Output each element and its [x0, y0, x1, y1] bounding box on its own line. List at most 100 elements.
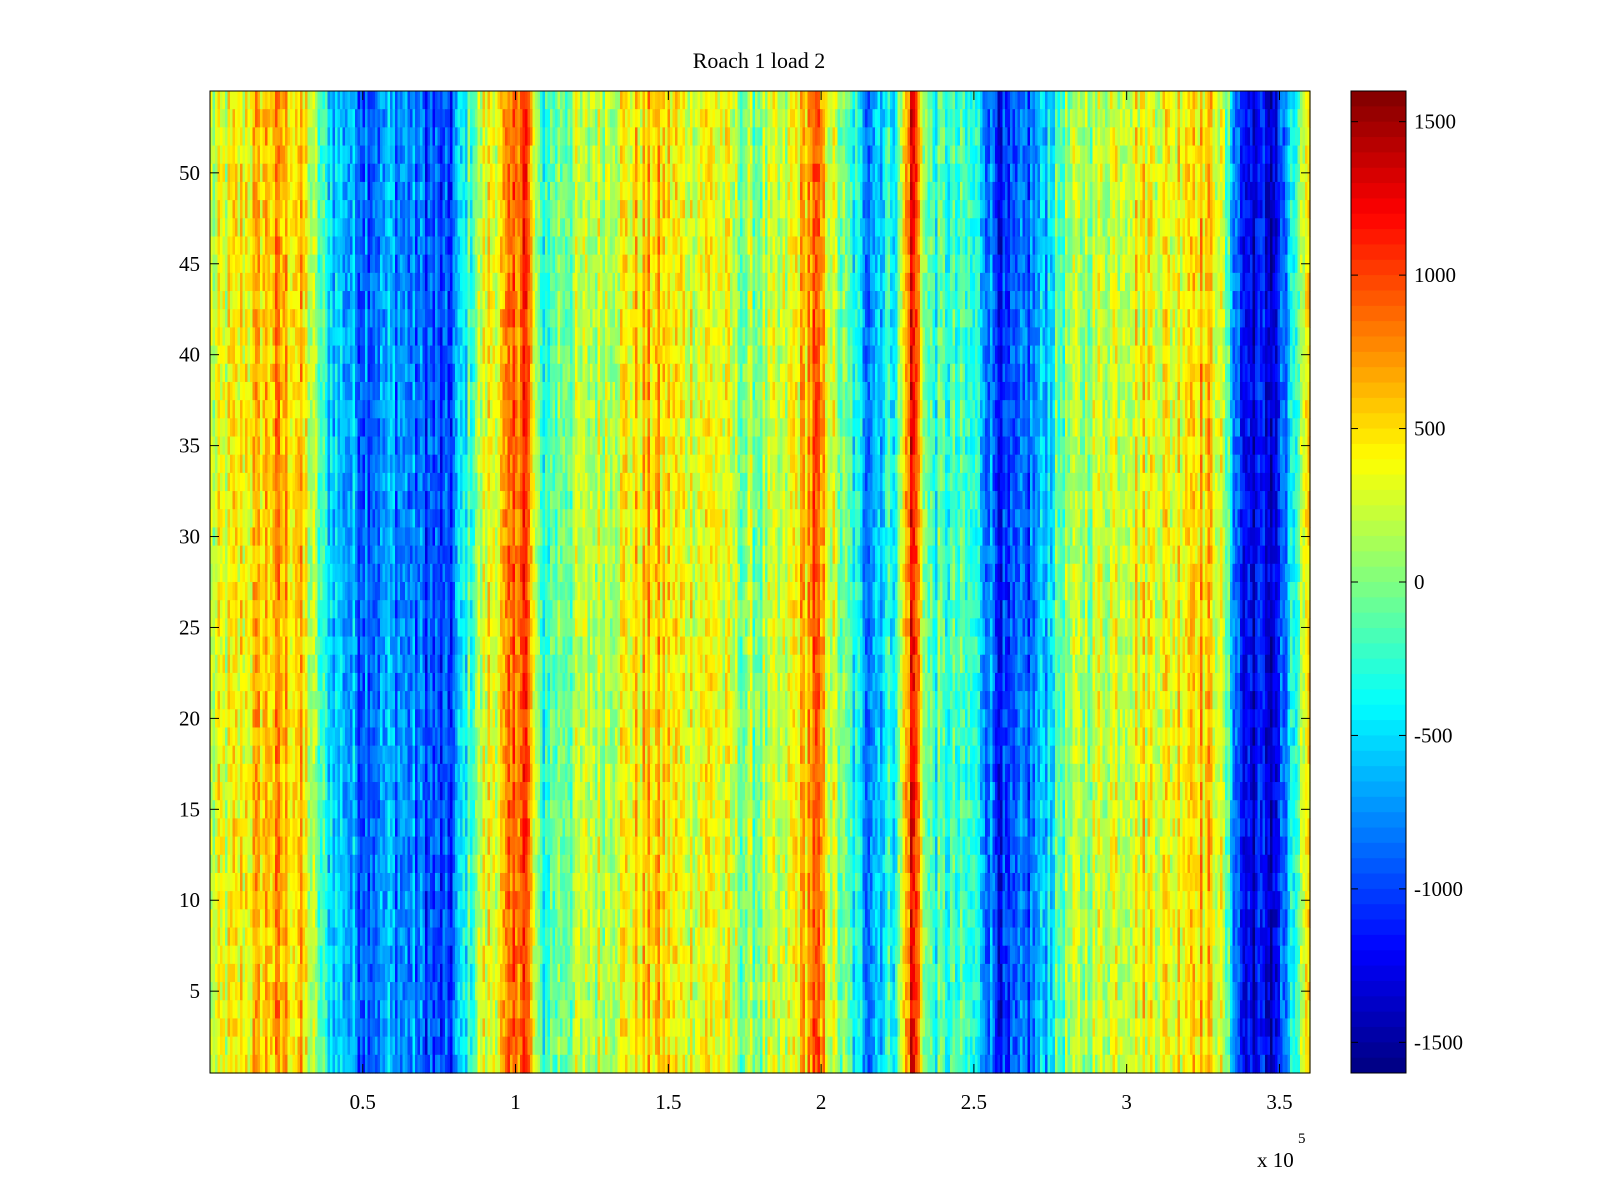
- heatmap-cell: [642, 91, 646, 110]
- heatmap-cell: [365, 91, 369, 110]
- heatmap-cell: [602, 218, 606, 238]
- heatmap-cell: [930, 200, 934, 219]
- heatmap-cell: [1120, 218, 1124, 238]
- heatmap-cell: [902, 109, 906, 128]
- heatmap-cell: [1162, 109, 1166, 128]
- heatmap-cell: [702, 181, 706, 201]
- heatmap-cell: [410, 127, 414, 147]
- heatmap-cell: [665, 181, 669, 201]
- heatmap-cell: [397, 181, 401, 201]
- heatmap-cell: [457, 200, 461, 219]
- heatmap-cell: [1152, 200, 1156, 219]
- heatmap-cell: [735, 109, 739, 128]
- heatmap-cell: [1140, 145, 1144, 165]
- heatmap-cell: [972, 200, 976, 219]
- heatmap-cell: [297, 181, 301, 201]
- heatmap-cell: [715, 127, 719, 147]
- heatmap-cell: [305, 91, 309, 110]
- heatmap-cell: [1192, 109, 1196, 128]
- heatmap-cell: [237, 145, 241, 165]
- heatmap-cell: [335, 145, 339, 165]
- heatmap-cell: [1092, 127, 1096, 147]
- heatmap-cell: [702, 109, 706, 128]
- heatmap-cell: [1007, 163, 1011, 183]
- heatmap-cell: [517, 127, 521, 147]
- heatmap-cell: [1007, 200, 1011, 219]
- heatmap-cell: [1025, 218, 1029, 238]
- heatmap-cell: [1035, 200, 1039, 219]
- heatmap-cell: [237, 163, 241, 183]
- heatmap-cell: [1150, 91, 1154, 110]
- heatmap-cell: [790, 109, 794, 128]
- heatmap-cell: [1020, 109, 1024, 128]
- heatmap-cell: [922, 218, 926, 238]
- heatmap-cell: [627, 91, 631, 110]
- heatmap-cell: [762, 218, 766, 238]
- heatmap-cell: [842, 163, 846, 183]
- heatmap-cell: [255, 200, 259, 219]
- heatmap-cell: [902, 218, 906, 238]
- heatmap-cell: [405, 218, 409, 238]
- heatmap-cell: [292, 218, 296, 238]
- heatmap-cell: [635, 109, 639, 128]
- heatmap-cell: [707, 91, 711, 110]
- heatmap-cell: [780, 127, 784, 147]
- heatmap-cell: [1285, 127, 1289, 147]
- heatmap-cell: [1117, 109, 1121, 128]
- heatmap-cell: [212, 200, 216, 219]
- heatmap-cell: [882, 91, 886, 110]
- heatmap-cell: [1220, 181, 1224, 201]
- heatmap-cell: [505, 163, 509, 183]
- heatmap-cell: [915, 91, 919, 110]
- heatmap-cell: [1110, 91, 1114, 110]
- heatmap-cell: [485, 127, 489, 147]
- heatmap-cell: [1217, 145, 1221, 165]
- heatmap-cell: [770, 109, 774, 128]
- heatmap-cell: [727, 218, 731, 238]
- heatmap-cell: [762, 91, 766, 110]
- heatmap-cell: [867, 200, 871, 219]
- heatmap-cell: [945, 218, 949, 238]
- heatmap-cell: [972, 127, 976, 147]
- heatmap-cell: [722, 181, 726, 201]
- heatmap-cell: [515, 181, 519, 201]
- heatmap-cell: [652, 91, 656, 110]
- heatmap-cell: [605, 163, 609, 183]
- heatmap-cell: [1007, 91, 1011, 110]
- heatmap-cell: [312, 163, 316, 183]
- heatmap-cell: [1012, 218, 1016, 238]
- heatmap-cell: [450, 163, 454, 183]
- heatmap-cell: [1050, 109, 1054, 128]
- heatmap-cell: [742, 181, 746, 201]
- heatmap-cell: [1237, 91, 1241, 110]
- heatmap-cell: [717, 127, 721, 147]
- heatmap-cell: [737, 91, 741, 110]
- heatmap-cell: [615, 127, 619, 147]
- heatmap-cell: [482, 218, 486, 238]
- heatmap-cell: [235, 109, 239, 128]
- heatmap-cell: [557, 109, 561, 128]
- heatmap-cell: [762, 181, 766, 201]
- heatmap-cell: [707, 200, 711, 219]
- heatmap-cell: [650, 109, 654, 128]
- heatmap-cell: [642, 127, 646, 147]
- heatmap-cell: [897, 91, 901, 110]
- heatmap-cell: [237, 109, 241, 128]
- heatmap-cell: [1197, 181, 1201, 201]
- heatmap-cell: [537, 91, 541, 110]
- heatmap-cell: [417, 91, 421, 110]
- heatmap-cell: [630, 127, 634, 147]
- heatmap-cell: [1145, 91, 1149, 110]
- heatmap-cell: [402, 200, 406, 219]
- heatmap-cell: [825, 218, 829, 238]
- heatmap-cell: [485, 218, 489, 238]
- heatmap-cell: [962, 163, 966, 183]
- heatmap-cell: [1237, 200, 1241, 219]
- heatmap-cell: [350, 200, 354, 219]
- heatmap-cell: [425, 163, 429, 183]
- heatmap-cell: [585, 200, 589, 219]
- heatmap-cell: [780, 91, 784, 110]
- heatmap-cell: [1147, 109, 1151, 128]
- heatmap-cell: [1070, 91, 1074, 110]
- heatmap-cell: [1127, 218, 1131, 238]
